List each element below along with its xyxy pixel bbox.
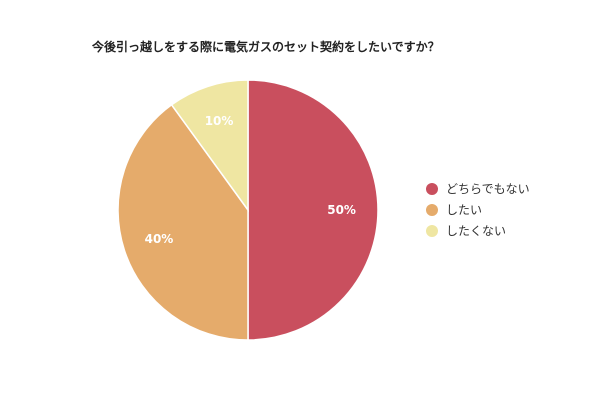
pie-slice-no[interactable]	[170, 79, 249, 213]
legend-item-yes[interactable]: したい	[426, 199, 530, 220]
pie-slice-yes[interactable]	[117, 103, 249, 341]
legend-swatch-neutral	[426, 182, 438, 195]
chart-title: 今後引っ越しをする際に電気ガスのセット契約をしたいですか？	[92, 40, 440, 54]
slice-label-neutral: 50%	[327, 203, 356, 217]
legend-item-neutral[interactable]: どちらでもない	[426, 178, 530, 199]
legend-label-no: したくない	[446, 224, 507, 238]
legend-item-no[interactable]: したくない	[426, 220, 530, 241]
slice-label-no: 10%	[205, 114, 234, 128]
legend-label-neutral: どちらでもない	[446, 182, 530, 196]
legend-label-yes: したい	[446, 203, 483, 217]
slice-label-yes: 40%	[145, 232, 174, 246]
legend-swatch-yes	[426, 203, 438, 216]
legend: どちらでもない したい したくない	[426, 178, 530, 241]
pie-slice-neutral[interactable]	[247, 79, 379, 341]
legend-swatch-no	[426, 224, 438, 237]
